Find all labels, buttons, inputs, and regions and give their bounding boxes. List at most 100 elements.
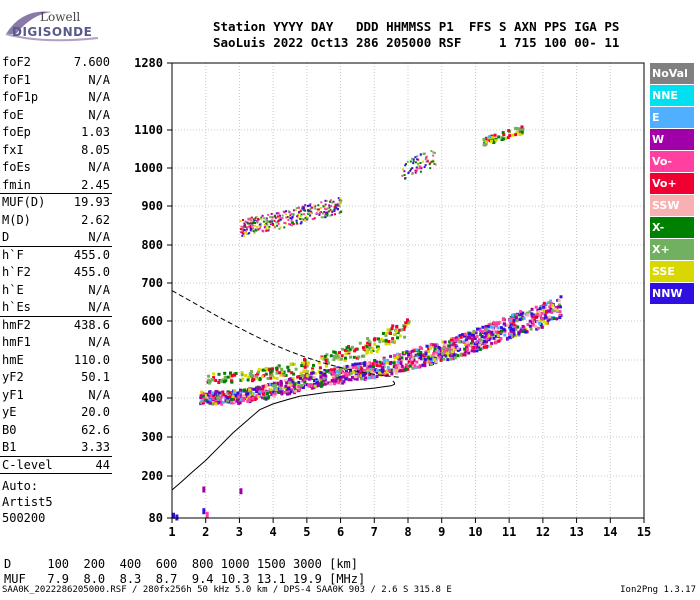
header-line-1: Station YYYY DAY DDD HHMMSS P1 FFS S AXN… (213, 19, 620, 34)
param-row: foE N/A (0, 107, 112, 125)
echo-point (485, 337, 489, 340)
echo-point (435, 348, 439, 352)
echo-point (416, 155, 419, 158)
x-tick-label: 7 (371, 525, 378, 539)
param-label: foF1 (2, 72, 31, 87)
echo-point (317, 208, 320, 211)
echo-point (417, 158, 420, 161)
x-tick-label: 11 (502, 525, 516, 539)
y-tick-label: 300 (141, 430, 163, 444)
echo-point (284, 373, 288, 377)
echo-point (313, 204, 316, 207)
echo-point (382, 358, 386, 362)
echo-point (405, 163, 407, 165)
echo-point (319, 375, 323, 379)
echo-point (291, 215, 294, 218)
legend-item-nne: NNE (650, 85, 694, 106)
echo-point (395, 368, 399, 372)
echo-point (484, 140, 488, 144)
echo-point (403, 174, 406, 176)
polarization-legend: NoVal NNE E W Vo- Vo+ SSW X- X+ SSE NNW (650, 63, 694, 305)
echo-point (518, 128, 522, 132)
echo-point (233, 393, 237, 397)
echo-point (480, 335, 484, 338)
echo-point (313, 378, 317, 382)
echo-point (307, 209, 309, 211)
echo-point (258, 377, 262, 380)
echo-point (208, 398, 212, 402)
echo-point (259, 227, 262, 230)
echo-point (391, 337, 395, 341)
echo-point (278, 371, 282, 375)
echo-point (271, 384, 275, 388)
echo-point (331, 211, 334, 213)
echo-point (559, 295, 563, 299)
echo-point (371, 349, 375, 352)
echo-point (301, 218, 304, 221)
echo-point (249, 227, 252, 230)
echo-point (463, 339, 467, 343)
y-tick-label: 1000 (134, 161, 163, 175)
echo-point (414, 366, 418, 370)
echo-point (483, 342, 487, 346)
param-row: fmin 2.45 (0, 177, 112, 195)
echo-point (349, 378, 353, 382)
echo-point (477, 345, 481, 349)
echo-point (256, 387, 260, 391)
echo-point (373, 359, 377, 362)
echo-point (411, 361, 415, 365)
echo-point (429, 357, 433, 361)
echo-point (399, 359, 403, 363)
echo-point (327, 210, 330, 213)
echo-point (294, 208, 297, 211)
echo-point (558, 310, 562, 314)
echo-point (230, 374, 234, 377)
x-tick-label: 5 (303, 525, 310, 539)
echo-point (275, 376, 279, 380)
echo-point (495, 324, 498, 328)
echo-point (430, 160, 433, 163)
echo-point (484, 327, 488, 331)
echo-point (312, 376, 316, 379)
y-tick-label: 400 (141, 391, 163, 405)
echo-point (237, 395, 241, 399)
echo-point (420, 347, 423, 350)
echo-point (407, 355, 411, 359)
echo-point (276, 216, 279, 219)
echo-point (333, 210, 336, 212)
echo-point (414, 156, 417, 159)
echo-point (371, 371, 375, 375)
echo-point (292, 362, 296, 366)
echo-point (517, 332, 521, 336)
echo-point (526, 323, 530, 326)
echo-point (534, 325, 537, 329)
echo-point (489, 344, 493, 348)
echo-point (297, 385, 301, 389)
echo-point (494, 330, 498, 334)
echo-point (415, 348, 419, 352)
echo-point (429, 162, 432, 165)
echo-point (520, 130, 524, 134)
echo-point (300, 374, 304, 378)
echo-point (504, 136, 508, 140)
echo-point (373, 342, 377, 346)
echo-point (335, 207, 338, 210)
echo-point (486, 324, 490, 328)
param-row: yF2 50.1 (0, 369, 112, 387)
echo-point (297, 216, 300, 219)
echo-point (329, 199, 332, 202)
echo-point (338, 200, 341, 203)
echo-point (293, 382, 297, 386)
echo-point (344, 374, 348, 378)
echo-point (336, 370, 339, 374)
echo-point (202, 401, 205, 405)
echo-point (501, 137, 505, 141)
legend-item-x-: X+ (650, 239, 694, 260)
echo-point (299, 215, 302, 218)
echo-point (263, 224, 266, 227)
echo-point (389, 354, 393, 358)
echo-point (461, 333, 464, 337)
echo-point (243, 229, 246, 231)
echo-point (292, 385, 296, 389)
param-value: 438.6 (73, 317, 110, 332)
